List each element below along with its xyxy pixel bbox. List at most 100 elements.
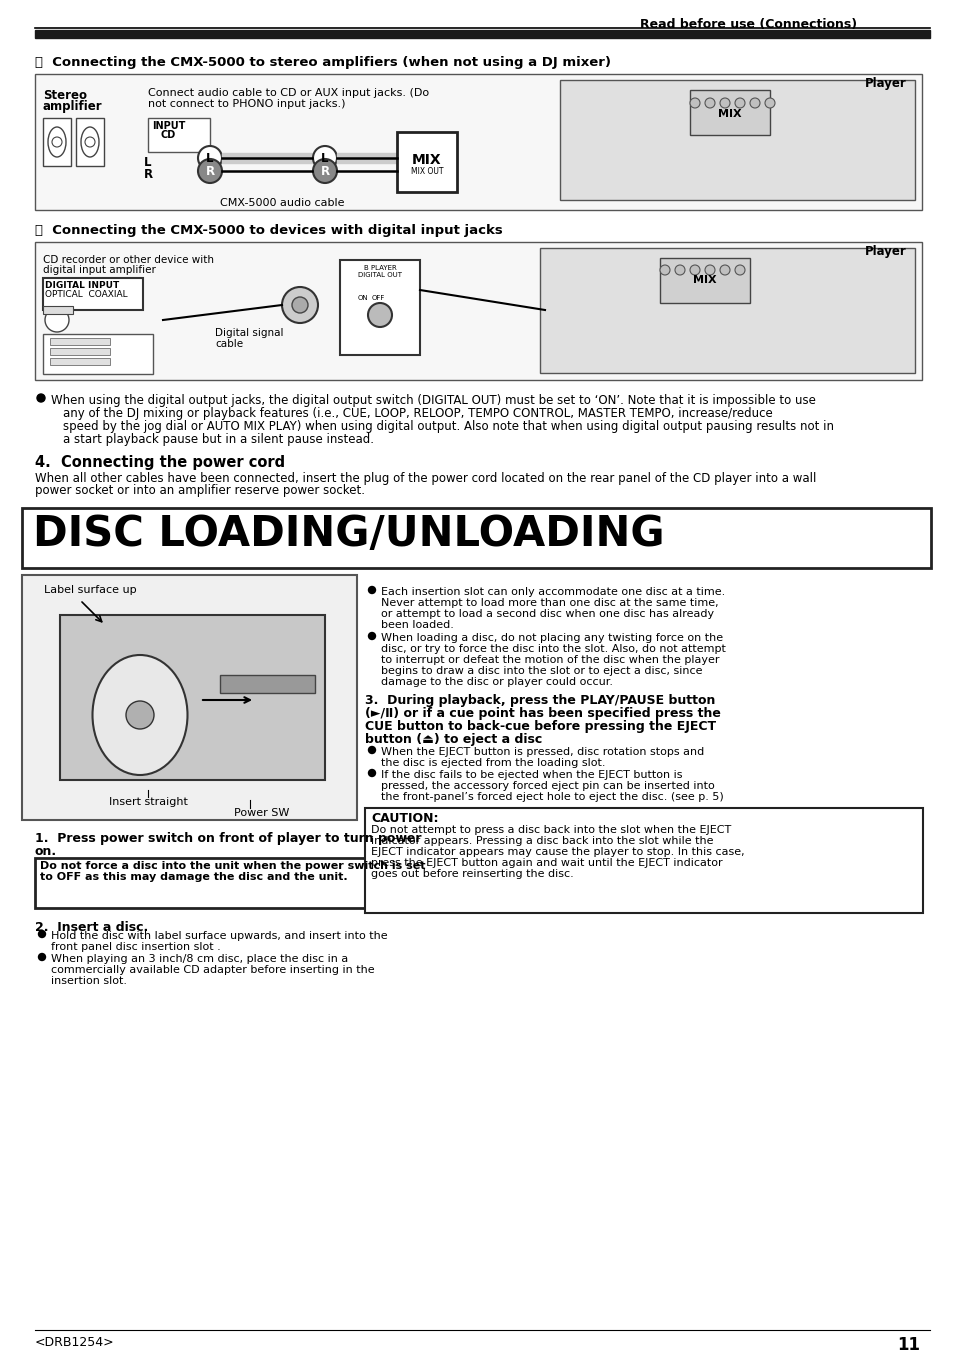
Bar: [50, 338, 110, 345]
Text: When the EJECT button is pressed, disc rotation stops and: When the EJECT button is pressed, disc r…: [380, 747, 703, 757]
Text: been loaded.: been loaded.: [380, 620, 454, 630]
Bar: [76, 118, 104, 166]
Circle shape: [368, 747, 375, 754]
Bar: [22, 508, 930, 567]
Text: Insert straight: Insert straight: [109, 797, 187, 807]
Circle shape: [313, 146, 336, 170]
Text: goes out before reinserting the disc.: goes out before reinserting the disc.: [371, 869, 573, 880]
Text: Connect audio cable to CD or AUX input jacks. (Do: Connect audio cable to CD or AUX input j…: [148, 88, 429, 99]
Bar: [339, 259, 419, 355]
Text: CD: CD: [161, 130, 176, 141]
Bar: [43, 334, 152, 374]
Bar: [22, 576, 356, 820]
Text: any of the DJ mixing or playback features (i.e., CUE, LOOP, RELOOP, TEMPO CONTRO: any of the DJ mixing or playback feature…: [63, 407, 772, 420]
Text: Digital signal: Digital signal: [214, 328, 283, 338]
Text: CD recorder or other device with: CD recorder or other device with: [43, 255, 213, 265]
Text: L: L: [321, 153, 329, 165]
Bar: [35, 858, 365, 908]
Text: front panel disc insertion slot .: front panel disc insertion slot .: [51, 942, 220, 952]
Text: speed by the jog dial or AUTO MIX PLAY) when using digital output. Also note tha: speed by the jog dial or AUTO MIX PLAY) …: [63, 420, 833, 434]
Text: L: L: [144, 155, 152, 169]
Circle shape: [704, 265, 714, 276]
Text: MIX: MIX: [718, 109, 741, 119]
Text: 1.  Press power switch on front of player to turn power: 1. Press power switch on front of player…: [35, 832, 421, 844]
Circle shape: [198, 146, 222, 170]
Circle shape: [704, 99, 714, 108]
Text: CUE button to back-cue before pressing the EJECT: CUE button to back-cue before pressing t…: [365, 720, 716, 734]
Circle shape: [764, 99, 774, 108]
Circle shape: [368, 632, 375, 639]
Text: button (⏏) to eject a disc: button (⏏) to eject a disc: [365, 734, 541, 746]
Text: R: R: [320, 165, 329, 178]
Text: MIX OUT: MIX OUT: [411, 168, 443, 176]
Text: DIGITAL INPUT: DIGITAL INPUT: [45, 281, 119, 290]
Text: Hold the disc with label surface upwards, and insert into the: Hold the disc with label surface upwards…: [51, 931, 387, 942]
Text: L: L: [206, 153, 213, 165]
Bar: [43, 305, 73, 313]
Text: to interrupt or defeat the motion of the disc when the player: to interrupt or defeat the motion of the…: [380, 655, 719, 665]
Bar: [148, 118, 210, 153]
Text: Read before use (Connections): Read before use (Connections): [639, 18, 856, 31]
Text: B PLAYER
DIGITAL OUT: B PLAYER DIGITAL OUT: [357, 265, 401, 278]
Bar: [659, 258, 749, 303]
Text: When using the digital output jacks, the digital output switch (DIGITAL OUT) mus: When using the digital output jacks, the…: [51, 394, 815, 407]
Circle shape: [38, 931, 46, 938]
Bar: [220, 676, 314, 693]
Text: damage to the disc or player could occur.: damage to the disc or player could occur…: [380, 677, 613, 688]
Text: to OFF as this may damage the disc and the unit.: to OFF as this may damage the disc and t…: [40, 871, 347, 882]
Text: cable: cable: [214, 339, 243, 349]
Text: CMX-5000 audio cable: CMX-5000 audio cable: [220, 199, 344, 208]
Text: begins to draw a disc into the slot or to eject a disc, since: begins to draw a disc into the slot or t…: [380, 666, 701, 676]
Circle shape: [198, 159, 222, 182]
Text: commercially available CD adapter before inserting in the: commercially available CD adapter before…: [51, 965, 375, 975]
Bar: [222, 153, 312, 163]
Text: R: R: [144, 168, 153, 181]
Text: the disc is ejected from the loading slot.: the disc is ejected from the loading slo…: [380, 758, 605, 767]
Text: disc, or try to force the disc into the slot. Also, do not attempt: disc, or try to force the disc into the …: [380, 644, 725, 654]
Text: MIX: MIX: [412, 153, 441, 168]
Text: Never attempt to load more than one disc at the same time,: Never attempt to load more than one disc…: [380, 598, 718, 608]
Text: Player: Player: [864, 245, 906, 258]
Circle shape: [689, 265, 700, 276]
Circle shape: [282, 286, 317, 323]
Circle shape: [52, 136, 62, 147]
Text: Power SW: Power SW: [233, 808, 289, 817]
Text: on.: on.: [35, 844, 57, 858]
Circle shape: [734, 99, 744, 108]
Text: insertion slot.: insertion slot.: [51, 975, 127, 986]
Text: CAUTION:: CAUTION:: [371, 812, 438, 825]
Circle shape: [37, 394, 45, 403]
Circle shape: [368, 303, 392, 327]
Ellipse shape: [92, 655, 188, 775]
Bar: [365, 808, 923, 913]
Circle shape: [368, 770, 375, 777]
Text: Do not force a disc into the unit when the power switch is set: Do not force a disc into the unit when t…: [40, 861, 425, 871]
Bar: [336, 153, 396, 163]
Ellipse shape: [48, 127, 66, 157]
Circle shape: [720, 99, 729, 108]
Text: Each insertion slot can only accommodate one disc at a time.: Each insertion slot can only accommodate…: [380, 586, 724, 597]
Circle shape: [675, 265, 684, 276]
Circle shape: [749, 99, 760, 108]
Circle shape: [659, 265, 669, 276]
Text: 11: 11: [896, 1336, 919, 1351]
Bar: [35, 74, 921, 209]
Text: indicator appears. Pressing a disc back into the slot while the: indicator appears. Pressing a disc back …: [371, 836, 713, 846]
Circle shape: [38, 954, 46, 961]
Circle shape: [292, 297, 308, 313]
Text: When all other cables have been connected, insert the plug of the power cord loc: When all other cables have been connecte…: [35, 471, 816, 485]
Text: INPUT: INPUT: [152, 122, 185, 131]
Text: OFF: OFF: [372, 295, 385, 301]
Text: MIX: MIX: [693, 276, 716, 285]
Ellipse shape: [81, 127, 99, 157]
Text: ON: ON: [357, 295, 368, 301]
Text: Stereo: Stereo: [43, 89, 87, 101]
Text: When loading a disc, do not placing any twisting force on the: When loading a disc, do not placing any …: [380, 634, 722, 643]
Text: (►/Ⅱ) or if a cue point has been specified press the: (►/Ⅱ) or if a cue point has been specifi…: [365, 707, 720, 720]
Text: Label surface up: Label surface up: [44, 585, 136, 594]
Text: EJECT indicator appears may cause the player to stop. In this case,: EJECT indicator appears may cause the pl…: [371, 847, 744, 857]
Bar: [50, 358, 110, 365]
Text: Do not attempt to press a disc back into the slot when the EJECT: Do not attempt to press a disc back into…: [371, 825, 731, 835]
Bar: [43, 278, 143, 309]
Text: Ⓑ  Connecting the CMX-5000 to stereo amplifiers (when not using a DJ mixer): Ⓑ Connecting the CMX-5000 to stereo ampl…: [35, 55, 610, 69]
